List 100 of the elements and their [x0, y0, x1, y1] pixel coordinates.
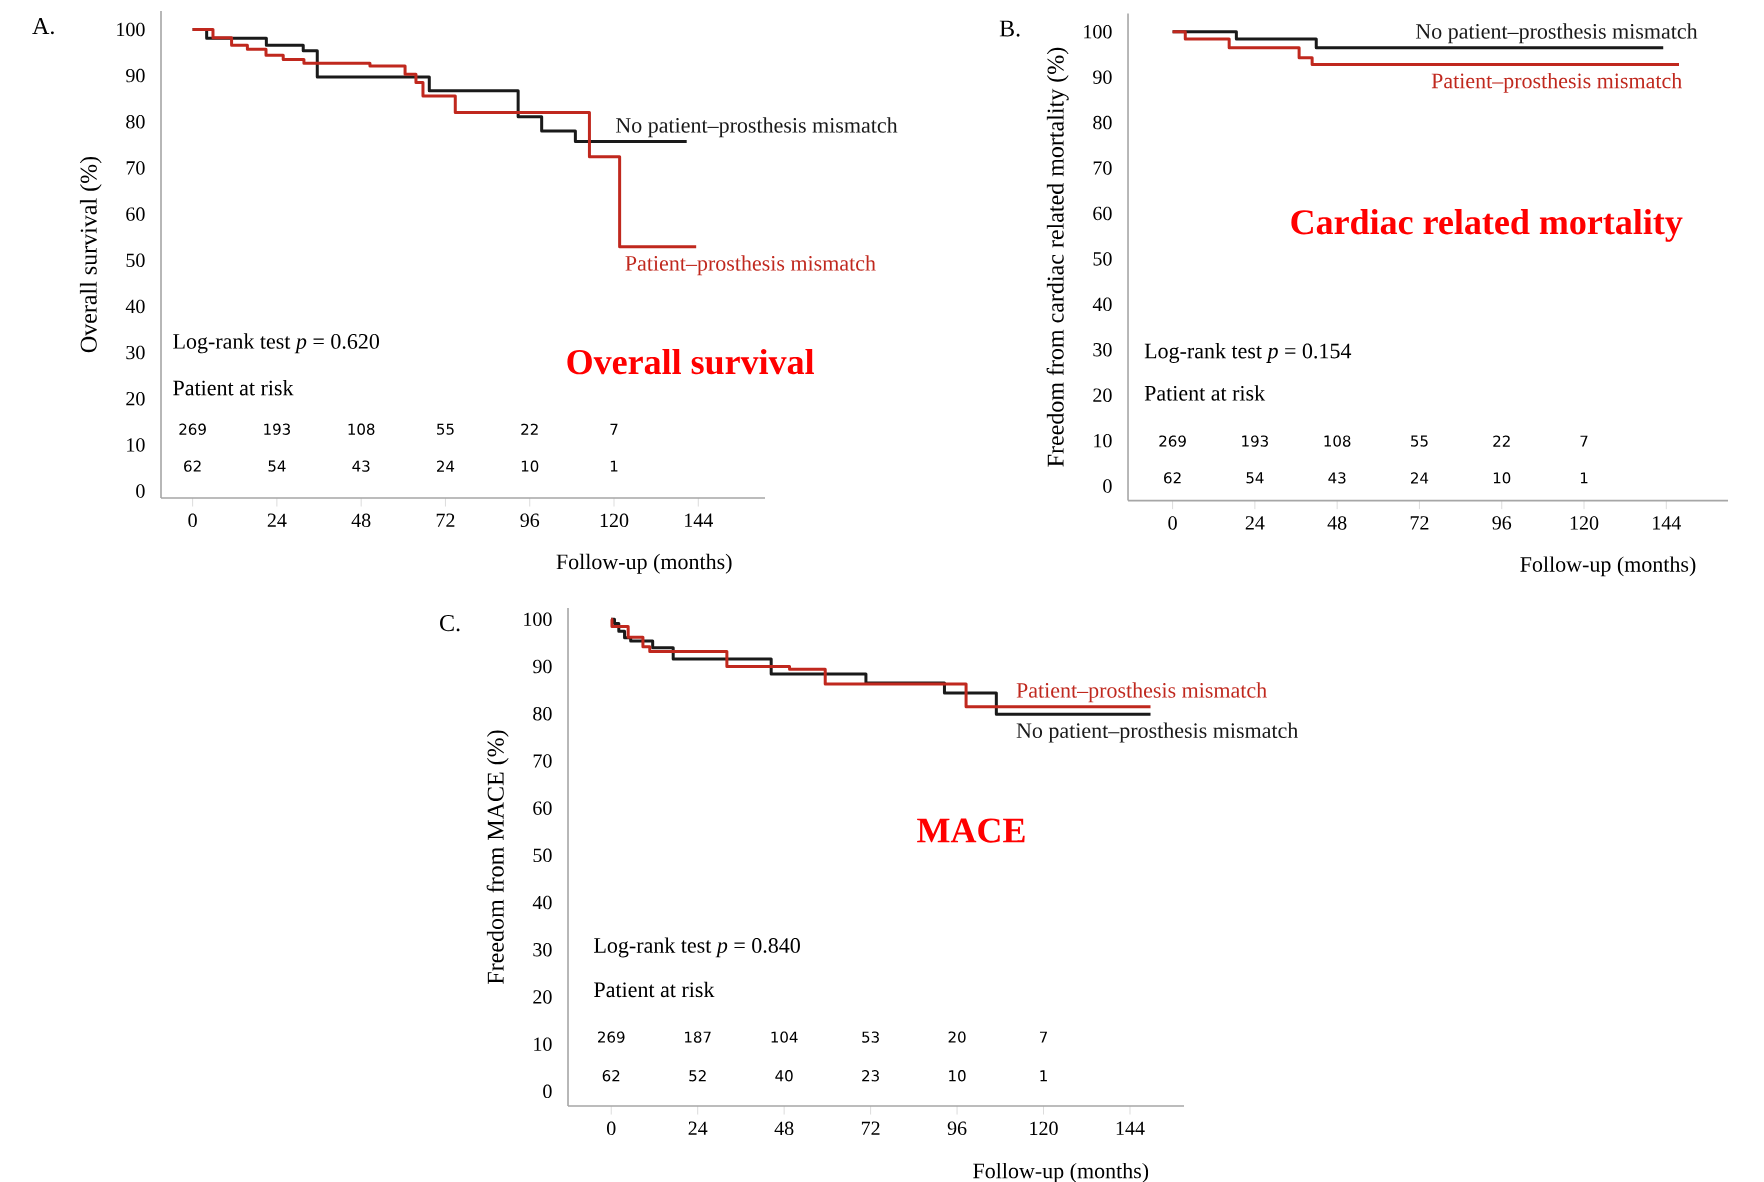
x-tick-label: 72	[1410, 516, 1429, 530]
annotation: 193	[264, 423, 290, 435]
y-tick-label: 80	[1093, 115, 1112, 130]
x-tick-label: 120	[1030, 1121, 1058, 1136]
annotation: 104	[771, 1031, 798, 1043]
x-tick-label: 144	[1116, 1121, 1145, 1135]
annotation: 269	[1159, 435, 1186, 447]
y-tick-label: 30	[1093, 343, 1112, 357]
annotation: Patient at risk	[1144, 385, 1266, 401]
text: Cardiac related mortality	[1291, 209, 1683, 242]
series-label: No patient–prosthesis mismatch	[1016, 722, 1299, 743]
x-tick-label: 96	[1492, 516, 1512, 530]
annotation: 22	[1493, 435, 1510, 447]
annotation: 54	[1246, 472, 1264, 484]
x-tick-label: 48	[1327, 516, 1347, 530]
y-tick-label: 0	[136, 484, 145, 498]
annotation: 187	[685, 1031, 711, 1043]
annotation: 7	[610, 423, 618, 435]
series-label: Patient–prosthesis mismatch	[1016, 682, 1267, 703]
x-tick-label: 48	[774, 1121, 794, 1136]
annotation: 1	[1040, 1070, 1047, 1082]
annotation: 24	[437, 460, 455, 472]
y-tick-label: 10	[534, 1037, 552, 1051]
x-tick-label: 24	[1245, 516, 1265, 530]
text: Overall survival	[567, 348, 814, 375]
x-tick-label: 144	[1653, 516, 1682, 530]
y-axis-title: Freedom from cardiac related mortality (%)	[1046, 47, 1069, 467]
y-tick-label: 70	[1093, 161, 1112, 175]
y-tick-label: 20	[1093, 388, 1112, 402]
x-tick-label: 0	[1168, 516, 1177, 530]
x-tick-label: 48	[351, 513, 371, 528]
annotation: Log-rank test p = 0.154	[1144, 342, 1352, 363]
annotation: 7	[1039, 1031, 1047, 1043]
annotation: 108	[1324, 435, 1351, 447]
y-tick-label: 10	[1094, 433, 1112, 448]
y-tick-label: 80	[533, 706, 552, 721]
y-tick-label: 100	[117, 22, 145, 37]
annotation: 10	[521, 460, 539, 472]
x-tick-label: 0	[188, 513, 197, 528]
annotation: 20	[948, 1031, 966, 1043]
annotation: 23	[862, 1070, 879, 1082]
y-tick-label: 60	[1093, 206, 1112, 221]
y-tick-label: 50	[1093, 252, 1112, 266]
annotation: Patient at risk	[173, 379, 294, 396]
y-tick-label: 0	[1103, 479, 1112, 493]
annotation: 10	[949, 1070, 966, 1082]
annotation: Patient at risk	[594, 981, 715, 998]
y-tick-label: 20	[126, 392, 145, 406]
y-tick-label: 70	[533, 754, 552, 768]
y-tick-label: 100	[524, 612, 552, 627]
y-tick-label: 90	[533, 659, 552, 674]
y-tick-label: 20	[533, 990, 552, 1004]
y-axis-title: Freedom from MACE (%)	[486, 730, 509, 984]
y-tick-label: 40	[532, 895, 552, 910]
x-tick-label: 72	[861, 1121, 880, 1135]
annotation: 62	[1164, 472, 1181, 484]
y-tick-label: 40	[125, 299, 145, 314]
text: A.	[32, 18, 54, 35]
x-tick-label: 144	[685, 513, 713, 527]
x-tick-label: 120	[1570, 516, 1599, 530]
y-tick-label: 60	[126, 207, 145, 221]
annotation: Log-rank test p = 0.840	[594, 937, 800, 958]
annotation: 55	[1411, 435, 1428, 447]
x-axis-title: Follow-up (months)	[973, 1162, 1149, 1182]
annotation: 269	[179, 423, 206, 435]
y-tick-label: 90	[126, 68, 145, 83]
y-tick-label: 70	[126, 161, 145, 175]
x-tick-label: 72	[436, 513, 455, 527]
y-tick-label: 30	[126, 345, 145, 360]
text: MACE	[917, 818, 1025, 843]
x-tick-label: 96	[520, 513, 540, 528]
annotation: 22	[521, 423, 538, 435]
y-tick-label: 50	[533, 848, 552, 863]
annotation: 54	[268, 460, 286, 472]
annotation: 40	[775, 1070, 793, 1082]
annotation: 24	[1411, 472, 1429, 484]
series-label: No patient–prosthesis mismatch	[1415, 23, 1698, 44]
series-label: Patient–prosthesis mismatch	[625, 255, 876, 276]
x-axis-title: Follow-up (months)	[1520, 556, 1696, 577]
y-tick-label: 100	[1084, 25, 1112, 39]
annotation: 52	[689, 1070, 706, 1082]
y-tick-label: 40	[1092, 297, 1112, 312]
series-label: Patient–prosthesis mismatch	[1431, 72, 1682, 93]
text: B.	[999, 20, 1020, 37]
annotation: 53	[862, 1031, 879, 1043]
annotation: 43	[352, 460, 370, 472]
y-tick-label: 60	[533, 801, 552, 815]
x-tick-label: 120	[600, 513, 629, 528]
annotation: 269	[598, 1031, 625, 1043]
y-tick-label: 90	[1093, 70, 1112, 84]
annotation: 1	[610, 460, 618, 472]
y-tick-label: 50	[126, 253, 145, 267]
y-tick-label: 10	[127, 438, 145, 452]
x-tick-label: 96	[947, 1121, 967, 1136]
annotation: 108	[348, 423, 375, 435]
annotation: 1	[1580, 472, 1588, 484]
annotation: Log-rank test p = 0.620	[173, 333, 380, 354]
text: C.	[440, 615, 460, 632]
y-tick-label: 0	[543, 1084, 552, 1099]
y-tick-label: 80	[126, 115, 145, 129]
